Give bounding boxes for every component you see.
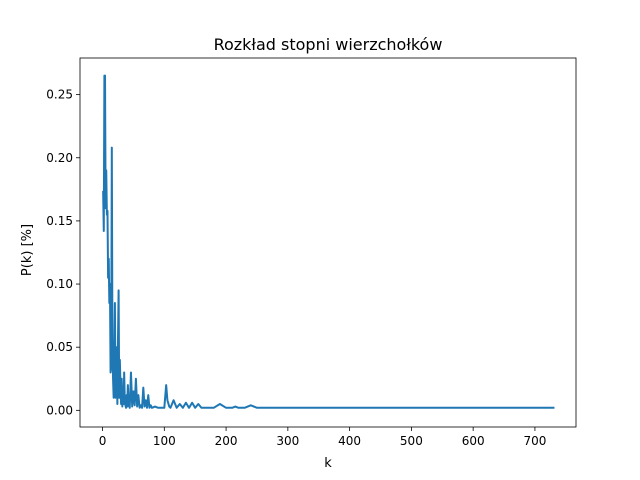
y-tick-label: 0.25	[46, 88, 73, 102]
x-axis-ticks: 0 100 200 300 400 500 600 700	[99, 427, 546, 448]
x-tick-label: 400	[338, 434, 361, 448]
x-tick-label: 300	[276, 434, 299, 448]
y-axis-ticks: 0.00 0.05 0.10 0.15 0.20 0.25	[46, 88, 80, 417]
chart-title: Rozkład stopni wierzchołków	[214, 35, 443, 54]
plot-area	[102, 74, 555, 409]
y-axis-label: P(k) [%]	[20, 224, 35, 276]
x-tick-label: 100	[153, 434, 176, 448]
x-tick-label: 0	[99, 434, 107, 448]
x-tick-label: 600	[462, 434, 485, 448]
y-tick-label: 0.00	[46, 403, 73, 417]
y-tick-label: 0.05	[46, 340, 73, 354]
x-axis-label: k	[324, 456, 332, 471]
axes-frame	[79, 57, 577, 428]
y-tick-label: 0.10	[46, 277, 73, 291]
series-line	[102, 74, 555, 409]
x-tick-label: 700	[523, 434, 546, 448]
y-tick-label: 0.15	[46, 214, 73, 228]
x-tick-label: 500	[400, 434, 423, 448]
x-tick-label: 200	[215, 434, 238, 448]
y-tick-label: 0.20	[46, 151, 73, 165]
